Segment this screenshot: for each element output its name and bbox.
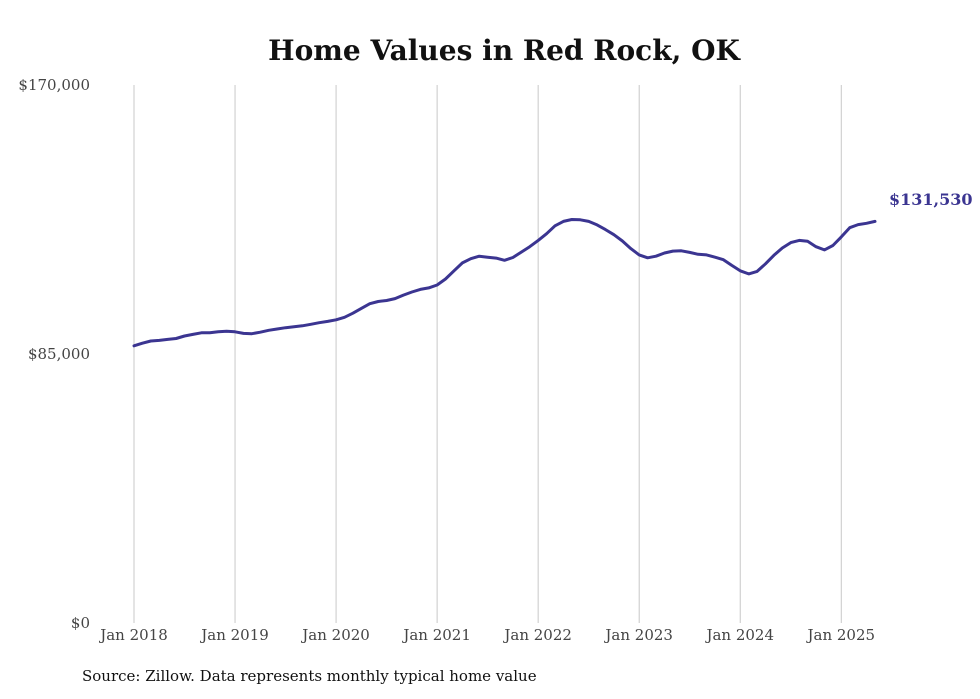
x-tick-label: Jan 2020 <box>300 626 370 644</box>
source-note: Source: Zillow. Data represents monthly … <box>82 667 537 685</box>
end-value-label: $131,530 <box>889 190 973 209</box>
grid-lines <box>133 85 842 623</box>
y-tick-label: $170,000 <box>18 76 90 94</box>
y-axis: $0 $85,000 $170,000 <box>18 76 90 632</box>
series-line <box>132 218 877 348</box>
x-tick-label: Jan 2018 <box>98 626 168 644</box>
x-tick-label: Jan 2025 <box>805 626 875 644</box>
y-tick-label: $85,000 <box>28 345 90 363</box>
x-tick-label: Jan 2021 <box>401 626 471 644</box>
y-tick-label: $0 <box>71 614 90 632</box>
x-tick-label: Jan 2024 <box>704 626 774 644</box>
x-tick-label: Jan 2022 <box>502 626 572 644</box>
x-axis: Jan 2018 Jan 2019 Jan 2020 Jan 2021 Jan 2022… <box>98 626 875 644</box>
x-tick-label: Jan 2019 <box>199 626 269 644</box>
series-layer <box>132 218 877 348</box>
x-tick-label: Jan 2023 <box>603 626 673 644</box>
chart-title: Home Values in Red Rock, OK <box>268 34 741 67</box>
